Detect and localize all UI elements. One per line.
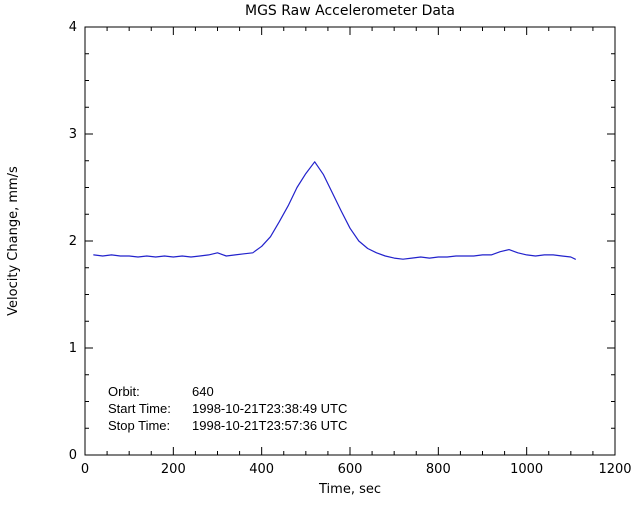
annotation-stop-time: Stop Time: 1998-10-21T23:57:36 UTC [108, 417, 347, 434]
x-tick-label: 1200 [598, 462, 631, 477]
y-tick-label: 0 [69, 448, 77, 463]
x-tick-label: 600 [338, 462, 363, 477]
x-axis-label: Time, sec [318, 482, 381, 497]
data-series [93, 161, 576, 260]
velocity-change-line [93, 161, 576, 260]
x-tick-label: 1000 [510, 462, 543, 477]
x-tick-label: 0 [81, 462, 89, 477]
annotation-stop-time-label: Stop Time: [108, 418, 171, 433]
y-tick-label: 1 [69, 341, 77, 356]
annotation-stop-time-value: 1998-10-21T23:57:36 UTC [192, 418, 348, 433]
annotation-orbit-label: Orbit: [108, 384, 140, 399]
annotation-orbit-value: 640 [192, 384, 214, 399]
x-tick-label: 200 [161, 462, 186, 477]
annotation-start-time-value: 1998-10-21T23:38:49 UTC [192, 401, 348, 416]
annotation-start-time-label: Start Time: [108, 401, 171, 416]
y-tick-label: 2 [69, 234, 77, 249]
axes: 0 200 400 600 800 1000 1200 0 1 2 3 4 [69, 20, 632, 477]
y-tick-label: 4 [69, 20, 77, 35]
y-axis-label: Velocity Change, mm/s [6, 166, 21, 316]
x-tick-label: 800 [426, 462, 451, 477]
annotation-orbit: Orbit: 640 [108, 383, 347, 400]
chart-title: MGS Raw Accelerometer Data [245, 3, 455, 19]
x-tick-label: 400 [249, 462, 274, 477]
annotation-block: Orbit: 640 Start Time: 1998-10-21T23:38:49… [108, 383, 347, 434]
y-tick-label: 3 [69, 127, 77, 142]
annotation-start-time: Start Time: 1998-10-21T23:38:49 UTC [108, 400, 347, 417]
